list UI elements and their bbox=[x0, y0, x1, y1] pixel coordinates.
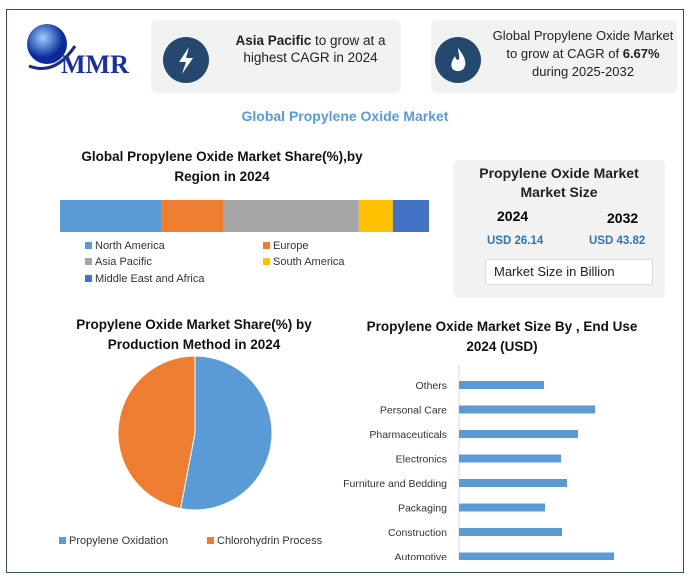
legend-label: North America bbox=[95, 240, 165, 252]
legend-item: Middle East and Africa bbox=[85, 273, 204, 285]
pie-slice-chlorohydrin-process bbox=[117, 355, 196, 510]
region-chart-title: Global Propylene Oxide Market Share(%),b… bbox=[81, 149, 363, 184]
legend-item: Asia Pacific bbox=[85, 256, 152, 268]
legend-swatch bbox=[85, 275, 92, 282]
card-asia-pacific: Asia Pacific to grow at a highest CAGR i… bbox=[151, 20, 401, 93]
lightning-icon bbox=[163, 37, 209, 83]
bar-packaging bbox=[459, 503, 545, 512]
legend-swatch bbox=[207, 537, 214, 544]
legend-swatch bbox=[85, 258, 92, 265]
card-text: to grow at a highest CAGR in 2024 bbox=[243, 33, 386, 65]
legend-item: Europe bbox=[263, 240, 308, 252]
end-use-chart-title: Propylene Oxide Market Size By , End Use… bbox=[366, 319, 638, 354]
category-label: Electronics bbox=[396, 454, 447, 466]
category-label: Pharmaceuticals bbox=[369, 429, 447, 441]
category-label: Construction bbox=[388, 527, 447, 539]
bar-electronics bbox=[459, 454, 561, 463]
category-label: Furniture and Bedding bbox=[343, 478, 447, 490]
legend-label: Middle East and Africa bbox=[95, 273, 205, 285]
stacked-segment-europe bbox=[161, 200, 224, 232]
value-2032: USD 43.82 bbox=[589, 235, 646, 247]
bar-personal-care bbox=[459, 405, 595, 414]
market-size-note-box: Market Size in Billion bbox=[485, 259, 653, 285]
end-use-bar-chart: Others Personal Care Pharmaceuticals Electr… bbox=[343, 365, 614, 561]
production-pie-chart bbox=[117, 355, 273, 511]
production-chart-title: Propylene Oxide Market Share(%) by Produ… bbox=[76, 317, 312, 352]
bar-pharmaceuticals bbox=[459, 430, 578, 438]
card-bold: Asia Pacific bbox=[235, 33, 312, 48]
legend-item: South America bbox=[263, 256, 345, 268]
legend-swatch bbox=[85, 242, 92, 249]
card-text: Global Propylene Oxide Market to grow at… bbox=[492, 28, 674, 61]
logo: MMR bbox=[25, 16, 129, 86]
year-2024: 2024 bbox=[497, 208, 529, 224]
flame-icon bbox=[435, 37, 481, 83]
bar-others bbox=[459, 381, 544, 389]
stacked-segment-south-america bbox=[358, 200, 393, 232]
stacked-segment-asia-pacific bbox=[223, 200, 359, 232]
legend-label: Asia Pacific bbox=[95, 256, 152, 268]
bar-automotive bbox=[459, 552, 614, 560]
card-text-2: during 2025-2032 bbox=[532, 64, 634, 79]
market-size-title: Propylene Oxide Market Market Size bbox=[479, 165, 639, 200]
legend-label: Europe bbox=[273, 240, 309, 252]
stacked-segment-north-america bbox=[60, 200, 162, 232]
bar-construction bbox=[459, 528, 562, 536]
infographic: MMR Asia Pacific to grow at a highest CA… bbox=[6, 9, 684, 573]
legend-item: Chlorohydrin Process bbox=[207, 535, 322, 547]
category-label: Personal Care bbox=[380, 405, 447, 417]
value-2024: USD 26.14 bbox=[487, 235, 544, 247]
category-label: Packaging bbox=[398, 503, 447, 515]
card-cagr: Global Propylene Oxide Market to grow at… bbox=[431, 20, 677, 93]
card-bold: 6.67% bbox=[622, 46, 660, 61]
main-title: Global Propylene Oxide Market bbox=[241, 108, 449, 124]
stacked-segment-middle-east-and-africa bbox=[392, 200, 429, 232]
legend-item: Propylene Oxidation bbox=[59, 535, 168, 547]
category-label: Automotive bbox=[394, 552, 447, 561]
legend-label: South America bbox=[273, 256, 345, 268]
legend-swatch bbox=[59, 537, 66, 544]
market-size-note: Market Size in Billion bbox=[494, 264, 615, 279]
globe-icon bbox=[27, 24, 77, 70]
legend-swatch bbox=[263, 242, 270, 249]
legend-label: Chlorohydrin Process bbox=[217, 535, 323, 547]
year-2032: 2032 bbox=[607, 210, 639, 226]
legend-item: North America bbox=[85, 240, 165, 252]
bar-furniture-and-bedding bbox=[459, 479, 567, 487]
market-size-card: Propylene Oxide Market Market Size 2024 … bbox=[453, 160, 665, 298]
pie-slice-propylene-oxidation bbox=[179, 355, 273, 511]
category-label: Others bbox=[415, 380, 447, 392]
legend-swatch bbox=[263, 258, 270, 265]
region-stacked-bar bbox=[60, 200, 429, 232]
logo-text: MMR bbox=[61, 50, 129, 79]
legend-label: Propylene Oxidation bbox=[69, 535, 169, 547]
